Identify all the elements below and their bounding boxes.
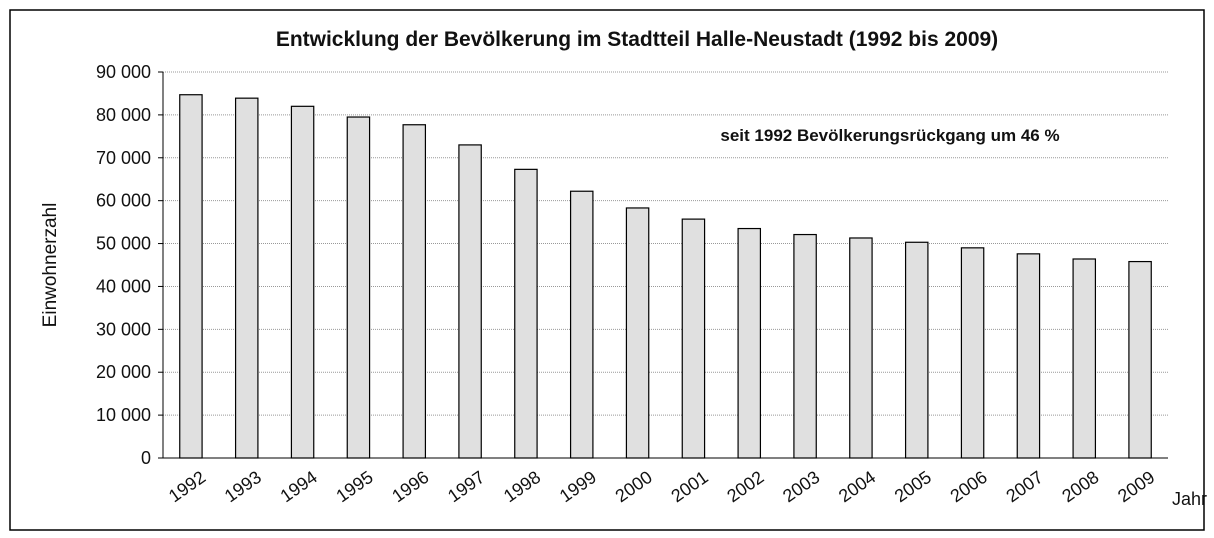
x-tick-label: 2003: [779, 467, 823, 506]
x-tick-label: 2000: [612, 467, 656, 506]
y-tick-label: 50 000: [96, 234, 151, 254]
y-tick-label: 60 000: [96, 191, 151, 211]
y-tick-label: 10 000: [96, 405, 151, 425]
bar: [737, 227, 762, 459]
chart-frame: [9, 9, 1205, 531]
x-tick-label: 1992: [165, 467, 209, 506]
bar: [290, 105, 315, 459]
x-tick-label: 1996: [388, 467, 432, 506]
bar: [179, 94, 203, 459]
bar: [1016, 253, 1041, 459]
bar: [1072, 258, 1097, 459]
x-tick-label: 1999: [556, 467, 600, 506]
bar: [402, 124, 427, 459]
x-tick-label: 2001: [667, 467, 711, 506]
x-tick-label: 2008: [1058, 467, 1102, 506]
x-tick-label: 2009: [1114, 467, 1158, 506]
x-tick-label: 1995: [332, 467, 376, 506]
bar: [234, 97, 259, 459]
chart-title: Entwicklung der Bevölkerung im Stadtteil…: [276, 28, 998, 51]
y-tick-label: 20 000: [96, 362, 151, 382]
bar: [681, 218, 706, 459]
bar: [960, 247, 985, 459]
y-tick-label: 80 000: [96, 105, 151, 125]
bar: [904, 241, 929, 459]
bar: [793, 233, 817, 459]
bar: [514, 168, 538, 459]
bar: [849, 237, 873, 459]
bar: [1128, 260, 1152, 459]
x-tick-label: 2002: [723, 467, 767, 506]
x-tick-label: 1998: [500, 467, 544, 506]
x-tick-label: 2004: [835, 467, 879, 506]
bar: [569, 190, 594, 459]
x-tick-label: 1994: [277, 467, 321, 506]
x-tick-label: 2007: [1002, 467, 1046, 506]
y-axis-label: Einwohnerzahl: [40, 203, 61, 328]
x-tick-label: 2005: [891, 467, 935, 506]
annotation: seit 1992 Bevölkerungsrückgang um 46 %: [720, 126, 1059, 145]
y-tick-label: 40 000: [96, 276, 151, 296]
y-tick-label: 0: [141, 448, 151, 468]
bar: [458, 144, 482, 459]
bar: [625, 207, 650, 459]
bar: [346, 116, 371, 459]
x-tick-label: 2006: [947, 467, 991, 506]
y-tick-label: 70 000: [96, 148, 151, 168]
y-tick-label: 30 000: [96, 319, 151, 339]
y-tick-label: 90 000: [96, 62, 151, 82]
x-axis-label: Jahr: [1172, 489, 1207, 509]
x-tick-label: 1997: [444, 467, 488, 506]
x-tick-label: 1993: [221, 467, 265, 506]
